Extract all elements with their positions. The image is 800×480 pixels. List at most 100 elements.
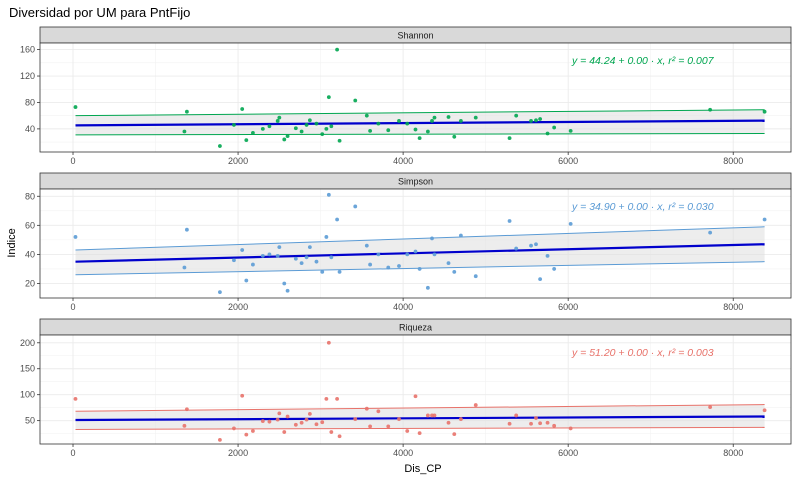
data-point <box>314 121 319 126</box>
data-point <box>446 420 451 425</box>
data-point <box>320 132 325 137</box>
data-point <box>244 432 249 437</box>
data-point <box>304 255 309 260</box>
data-point <box>326 340 331 345</box>
data-point <box>275 253 280 258</box>
data-point <box>552 423 557 428</box>
data-point <box>299 129 304 134</box>
data-point <box>397 119 401 123</box>
confidence-lower-line <box>75 133 765 136</box>
confidence-lower-line <box>75 426 765 430</box>
x-tick-label: 8000 <box>723 302 743 312</box>
data-point <box>307 118 312 123</box>
data-point <box>277 411 282 416</box>
data-point <box>285 134 290 139</box>
x-tick-label: 8000 <box>723 156 743 166</box>
data-point <box>413 394 418 399</box>
x-tick-label: 4000 <box>393 302 413 312</box>
data-point <box>260 253 265 258</box>
data-point <box>240 393 245 398</box>
data-point <box>368 424 373 429</box>
x-tick-label: 2000 <box>228 302 248 312</box>
data-point <box>376 121 381 126</box>
regression-equation: y = 44.24 + 0.00 · x, r² = 0.007 <box>571 55 715 67</box>
data-point <box>232 123 236 127</box>
data-point <box>184 109 189 114</box>
data-point <box>514 246 519 251</box>
data-point <box>413 127 418 132</box>
y-tick-label: 50 <box>25 416 35 426</box>
data-point <box>397 264 401 268</box>
data-point <box>552 125 557 130</box>
data-point <box>708 405 713 410</box>
data-point <box>430 119 434 123</box>
data-point <box>452 134 457 139</box>
data-point <box>244 138 249 143</box>
panel-simpson: Simpson 20 40 60 80 0 2000 4000 6000 8000 y = 34.9… <box>25 172 792 312</box>
data-point <box>432 252 437 257</box>
data-point <box>337 269 342 274</box>
data-point <box>326 95 331 100</box>
regression-line <box>75 243 765 263</box>
data-point <box>529 421 533 426</box>
data-point <box>182 265 187 270</box>
y-tick-label: 160 <box>20 45 35 55</box>
y-tick-label: 120 <box>20 71 35 81</box>
x-tick-label: 0 <box>71 302 76 312</box>
confidence-upper-line <box>75 109 765 117</box>
panel-border <box>39 42 792 153</box>
data-point <box>507 219 512 223</box>
data-point <box>73 105 78 109</box>
data-point <box>218 144 222 148</box>
data-point <box>320 269 325 274</box>
data-point <box>534 416 538 420</box>
data-point <box>364 406 369 411</box>
data-point <box>299 420 304 425</box>
regression-equation: y = 51.20 + 0.00 · x, r² = 0.003 <box>571 347 714 359</box>
data-point <box>538 117 543 121</box>
data-point <box>386 128 391 133</box>
data-point <box>425 129 430 134</box>
data-point <box>267 252 272 257</box>
confidence-band <box>75 404 765 430</box>
data-point <box>473 403 478 407</box>
data-point <box>184 227 189 232</box>
data-point <box>762 109 767 114</box>
data-point <box>299 261 304 266</box>
data-point <box>432 115 437 120</box>
data-point <box>458 119 463 123</box>
data-point <box>240 248 245 252</box>
data-point <box>473 274 478 279</box>
data-point <box>545 131 550 136</box>
data-point <box>417 267 422 271</box>
data-point <box>417 431 422 435</box>
regression-equation: y = 34.90 + 0.00 · x, r² = 0.030 <box>571 201 714 213</box>
data-point <box>307 245 312 250</box>
data-point <box>413 249 418 254</box>
y-tick-label: 200 <box>20 338 35 348</box>
data-point <box>184 407 189 412</box>
data-point <box>458 233 463 238</box>
data-point <box>251 429 255 433</box>
x-tick-label: 6000 <box>558 156 578 166</box>
data-point <box>386 265 391 270</box>
x-axis-title: Dis_CP <box>404 463 441 475</box>
data-point <box>534 242 538 247</box>
x-tick-label: 0 <box>71 156 76 166</box>
data-point <box>232 258 236 263</box>
y-tick-label: 150 <box>20 364 35 374</box>
x-tick-label: 6000 <box>558 448 578 458</box>
panel-border <box>39 334 792 445</box>
regression-line <box>75 119 765 127</box>
data-point <box>446 261 451 266</box>
data-point <box>568 426 573 431</box>
data-point <box>285 414 290 419</box>
data-point <box>277 115 282 120</box>
data-point <box>405 252 410 257</box>
data-point <box>293 126 298 131</box>
x-tick-label: 6000 <box>558 302 578 312</box>
data-point <box>538 421 543 426</box>
data-point <box>552 267 557 271</box>
